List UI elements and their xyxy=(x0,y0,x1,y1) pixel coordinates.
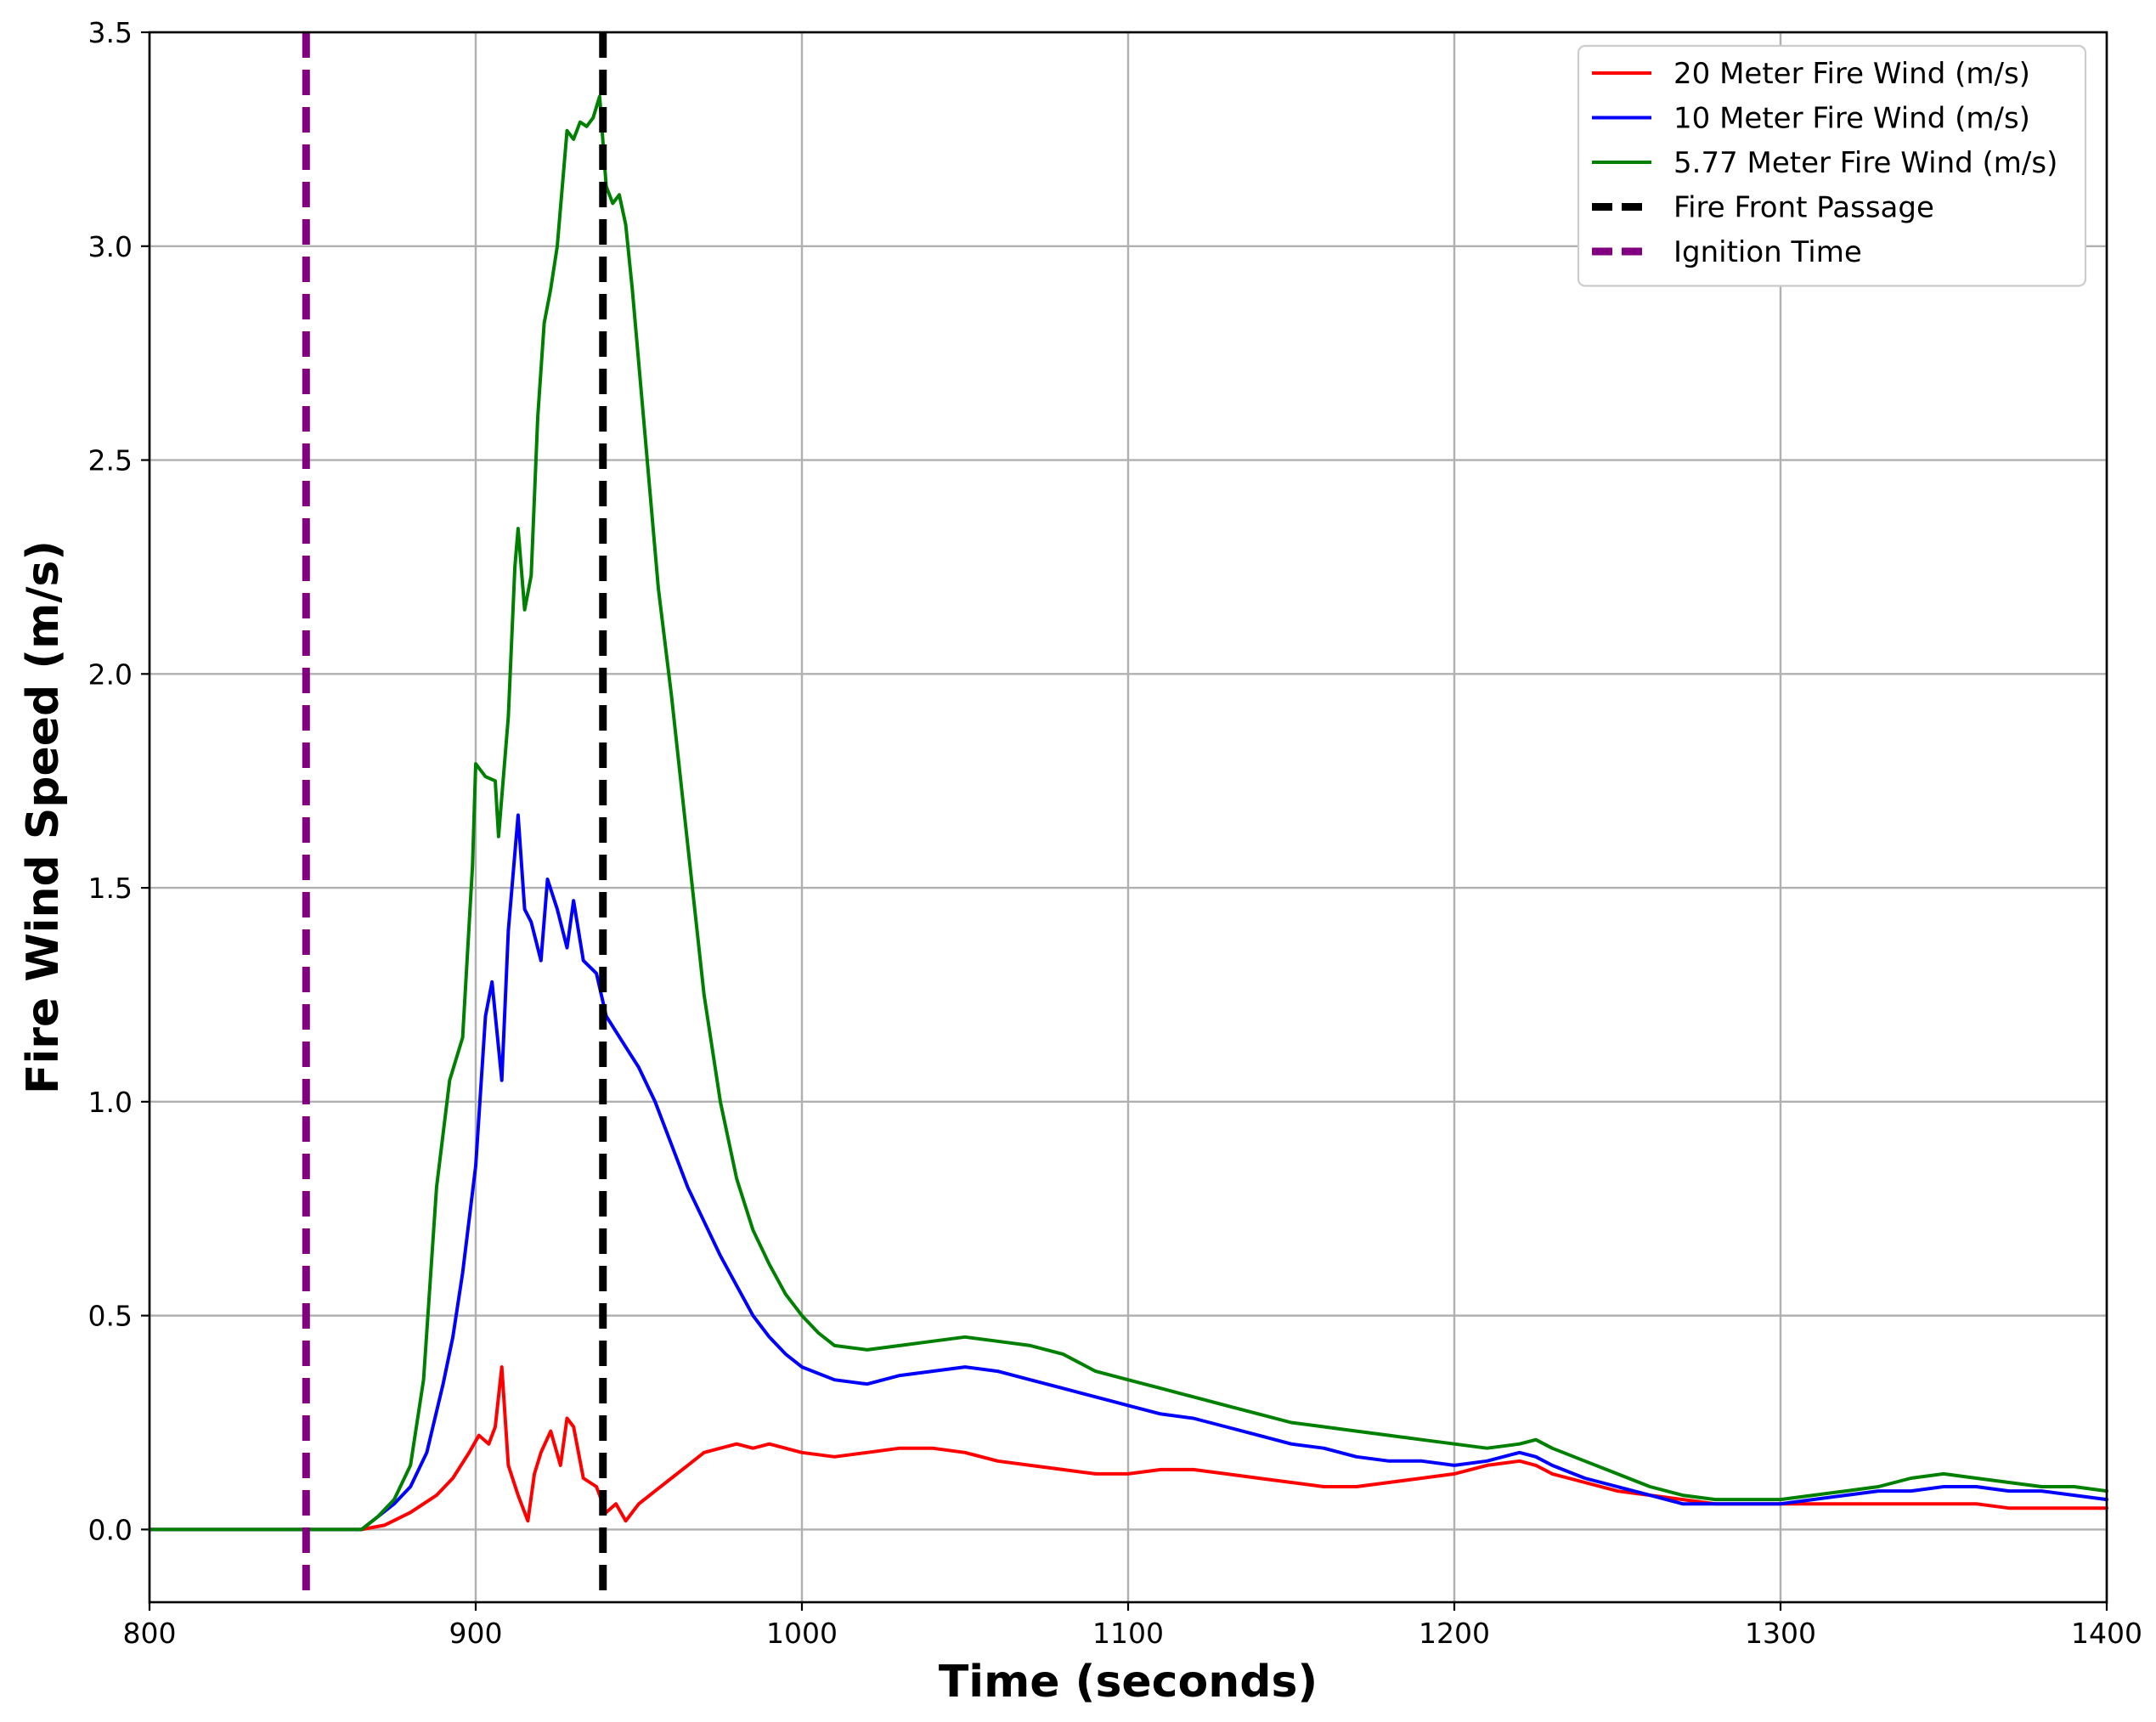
y-tick-label: 1.0 xyxy=(88,1086,133,1119)
x-tick-label: 1300 xyxy=(1745,1617,1816,1650)
y-tick-label: 0.0 xyxy=(88,1513,133,1546)
series-line-0 xyxy=(148,1365,2108,1532)
y-tick-label: 3.5 xyxy=(88,16,133,49)
x-tick-label: 1100 xyxy=(1092,1617,1164,1650)
x-tick-label: 1000 xyxy=(766,1617,838,1650)
y-tick-label: 2.5 xyxy=(88,444,133,477)
axis-ticks: 800 900 1000 1100 1200 1300 1400 0.0 0.5 1.0 1.5 2.… xyxy=(88,16,2142,1650)
legend-label-0: 20 Meter Fire Wind (m/s) xyxy=(1673,57,2030,91)
x-tick-label: 900 xyxy=(449,1617,503,1650)
x-tick-label: 1400 xyxy=(2071,1617,2142,1650)
legend: 20 Meter Fire Wind (m/s) 10 Meter Fire Wi… xyxy=(1577,44,2087,287)
x-axis-label: Time (seconds) xyxy=(939,1657,1318,1708)
series-line-2 xyxy=(148,94,2108,1532)
legend-box xyxy=(1577,44,2087,287)
series-layer xyxy=(148,94,2108,1532)
y-tick-label: 2.0 xyxy=(88,658,133,691)
x-tick-label: 1200 xyxy=(1419,1617,1490,1650)
y-tick-label: 1.5 xyxy=(88,872,133,905)
vertical-markers xyxy=(302,32,607,1602)
y-axis-label: Fire Wind Speed (m/s) xyxy=(18,540,69,1094)
legend-label-4: Ignition Time xyxy=(1673,235,1862,269)
plot-frame xyxy=(148,31,2108,1604)
y-tick-label: 3.0 xyxy=(88,230,133,263)
legend-label-1: 10 Meter Fire Wind (m/s) xyxy=(1673,102,2030,136)
legend-label-2: 5.77 Meter Fire Wind (m/s) xyxy=(1673,146,2057,180)
x-tick-label: 800 xyxy=(123,1617,177,1650)
legend-label-3: Fire Front Passage xyxy=(1673,191,1934,225)
series-line-1 xyxy=(148,813,2108,1532)
y-tick-label: 0.5 xyxy=(88,1300,133,1333)
